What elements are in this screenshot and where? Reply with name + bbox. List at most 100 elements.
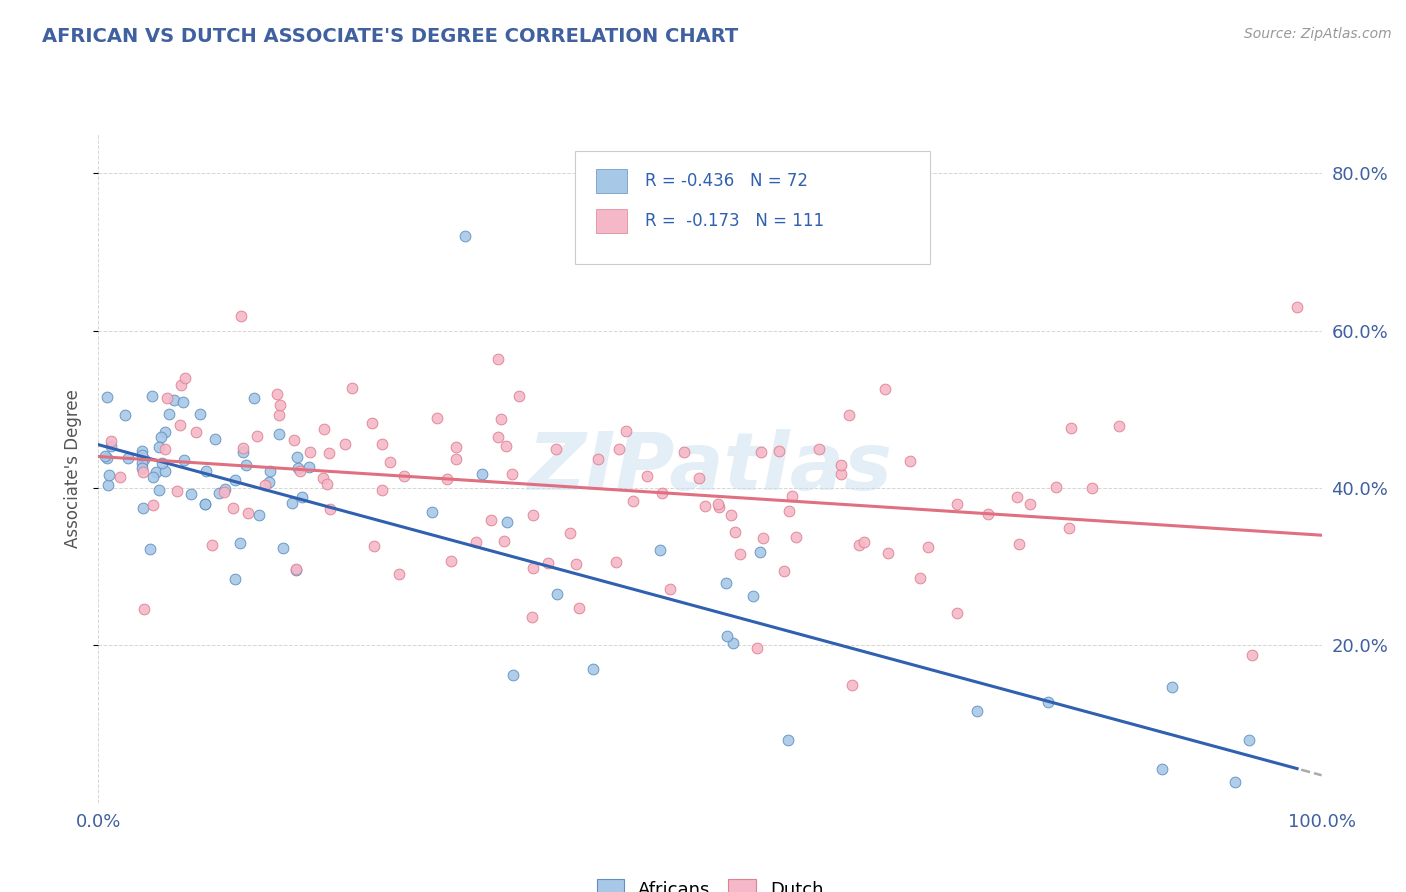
Point — [229, 309, 252, 323]
Point — [607, 442, 630, 456]
Point — [172, 394, 194, 409]
Point — [600, 244, 623, 259]
Point — [465, 535, 488, 549]
Point — [772, 564, 794, 578]
Point — [1045, 480, 1067, 494]
FancyBboxPatch shape — [596, 169, 627, 193]
Point — [486, 430, 509, 444]
Point — [148, 483, 170, 498]
Point — [153, 442, 176, 457]
Point — [1225, 775, 1247, 789]
Point — [266, 386, 288, 401]
Point — [522, 561, 544, 575]
Point — [235, 458, 257, 473]
Point — [173, 453, 195, 467]
Point — [392, 468, 415, 483]
Point — [100, 434, 122, 449]
Point — [157, 407, 180, 421]
Point — [100, 439, 122, 453]
Point — [132, 500, 155, 515]
Point — [285, 563, 308, 577]
Point — [267, 408, 290, 422]
Point — [565, 557, 588, 571]
Point — [1286, 300, 1309, 314]
Point — [222, 500, 245, 515]
Point — [471, 467, 494, 481]
Point — [636, 469, 658, 483]
Text: Source: ZipAtlas.com: Source: ZipAtlas.com — [1244, 27, 1392, 41]
Point — [132, 602, 155, 616]
Point — [749, 445, 772, 459]
Point — [714, 576, 737, 591]
Point — [749, 545, 772, 559]
Point — [298, 459, 321, 474]
Point — [745, 641, 768, 656]
Point — [486, 352, 509, 367]
Point — [371, 483, 394, 498]
Point — [508, 389, 530, 403]
Point — [444, 440, 467, 454]
Point — [194, 496, 217, 510]
Point — [440, 554, 463, 568]
Point — [1019, 497, 1042, 511]
Point — [388, 567, 411, 582]
Point — [688, 471, 710, 485]
Point — [96, 390, 118, 404]
Point — [173, 371, 195, 385]
Point — [224, 474, 246, 488]
Point — [363, 539, 385, 553]
Point — [298, 445, 321, 459]
Point — [150, 456, 173, 470]
Point — [318, 502, 340, 516]
Point — [245, 428, 267, 442]
Point — [1240, 648, 1263, 662]
Point — [621, 494, 644, 508]
Point — [139, 541, 162, 556]
Point — [360, 417, 382, 431]
Point — [132, 452, 155, 467]
Point — [316, 477, 339, 491]
Point — [898, 454, 921, 468]
Point — [318, 446, 340, 460]
Point — [420, 505, 443, 519]
Point — [706, 497, 728, 511]
Point — [848, 538, 870, 552]
Point — [724, 525, 747, 540]
Point — [314, 422, 336, 436]
Point — [170, 377, 193, 392]
Point — [195, 464, 218, 478]
Point — [148, 440, 170, 454]
Point — [94, 449, 117, 463]
Point — [945, 497, 967, 511]
Point — [232, 444, 254, 458]
Point — [605, 555, 627, 569]
Point — [707, 500, 730, 515]
Point — [271, 541, 294, 555]
Point — [166, 483, 188, 498]
Point — [269, 398, 291, 412]
Point — [976, 507, 998, 521]
Point — [830, 467, 852, 482]
Point — [651, 485, 673, 500]
Point — [581, 662, 603, 676]
Point — [841, 678, 863, 692]
Point — [342, 380, 364, 394]
Point — [785, 530, 807, 544]
Point — [380, 455, 402, 469]
Point — [672, 444, 695, 458]
Point — [741, 589, 763, 603]
Point — [945, 606, 967, 620]
Point — [716, 629, 738, 643]
Point — [333, 437, 356, 451]
FancyBboxPatch shape — [596, 209, 627, 233]
Point — [778, 504, 800, 518]
Point — [259, 464, 281, 478]
Point — [426, 411, 449, 425]
Point — [568, 600, 591, 615]
Point — [131, 444, 153, 458]
Point — [131, 449, 153, 463]
Point — [243, 391, 266, 405]
Point — [728, 547, 751, 561]
Point — [658, 582, 681, 596]
Point — [873, 382, 896, 396]
